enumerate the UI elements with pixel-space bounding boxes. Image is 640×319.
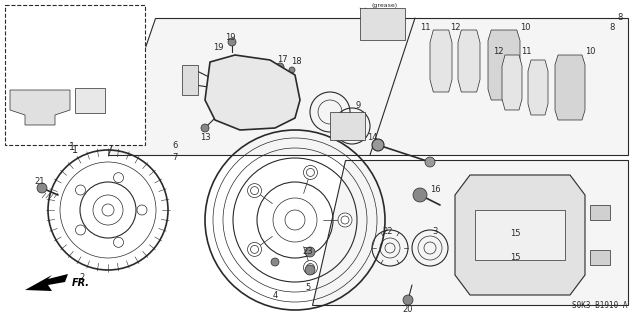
Polygon shape [590, 250, 610, 265]
Circle shape [413, 188, 427, 202]
Text: 11: 11 [420, 24, 430, 33]
Polygon shape [502, 55, 522, 110]
Text: 6: 6 [172, 140, 178, 150]
Circle shape [37, 183, 47, 193]
Text: 8: 8 [618, 13, 623, 23]
Text: 15: 15 [509, 253, 520, 262]
Circle shape [271, 258, 279, 266]
Polygon shape [488, 30, 520, 100]
Text: 14: 14 [367, 133, 377, 143]
Text: 4: 4 [273, 291, 278, 300]
Circle shape [303, 261, 317, 275]
Text: 12: 12 [493, 48, 503, 56]
Circle shape [425, 157, 435, 167]
Circle shape [79, 14, 91, 26]
Text: 1: 1 [69, 142, 75, 152]
Circle shape [372, 139, 384, 151]
Polygon shape [25, 274, 68, 291]
Text: 8: 8 [609, 24, 614, 33]
Text: S0K3-B1910 A: S0K3-B1910 A [573, 301, 628, 310]
Bar [182, 65, 198, 95]
Circle shape [76, 225, 86, 235]
Text: 15: 15 [509, 228, 520, 238]
Circle shape [77, 33, 87, 43]
Polygon shape [205, 55, 300, 130]
Circle shape [276, 63, 284, 71]
Text: 12: 12 [450, 24, 460, 33]
Text: 23: 23 [303, 248, 314, 256]
Text: 5: 5 [305, 284, 310, 293]
Text: 19: 19 [225, 33, 236, 42]
Text: 2: 2 [79, 272, 84, 281]
Polygon shape [108, 18, 628, 155]
Circle shape [289, 67, 295, 73]
Text: 16: 16 [429, 186, 440, 195]
Text: 11: 11 [521, 48, 531, 56]
Text: 10: 10 [585, 48, 595, 56]
Circle shape [305, 265, 315, 275]
Polygon shape [458, 30, 480, 92]
Polygon shape [528, 60, 548, 115]
Circle shape [61, 11, 79, 29]
Text: 19: 19 [212, 43, 223, 53]
Circle shape [248, 242, 262, 256]
Circle shape [13, 123, 27, 137]
Circle shape [35, 127, 45, 137]
Circle shape [303, 166, 317, 180]
Circle shape [338, 213, 352, 227]
Text: 3: 3 [432, 227, 438, 236]
Circle shape [403, 295, 413, 305]
Polygon shape [555, 55, 585, 120]
Polygon shape [312, 160, 628, 305]
Bar [330, 112, 365, 140]
Text: 20: 20 [403, 306, 413, 315]
Polygon shape [590, 205, 610, 220]
Circle shape [25, 33, 35, 43]
Text: 13: 13 [200, 133, 211, 143]
Circle shape [113, 237, 124, 247]
Circle shape [76, 185, 86, 195]
Text: 7: 7 [172, 153, 178, 162]
Circle shape [201, 124, 209, 132]
Text: 10: 10 [520, 24, 531, 33]
Polygon shape [455, 175, 585, 295]
Text: (grease): (grease) [372, 3, 398, 8]
Bar [5, 5, 145, 145]
Text: 9: 9 [355, 100, 360, 109]
Text: FR.: FR. [72, 278, 90, 288]
Circle shape [228, 38, 236, 46]
Circle shape [113, 173, 124, 183]
Bar [75, 88, 105, 113]
Polygon shape [475, 210, 565, 260]
Text: 22: 22 [383, 227, 393, 236]
Polygon shape [430, 30, 452, 92]
Bar [360, 8, 405, 40]
Polygon shape [10, 90, 70, 125]
Text: 17: 17 [276, 56, 287, 64]
Text: 1: 1 [72, 145, 78, 155]
Text: 21: 21 [35, 177, 45, 187]
Circle shape [248, 184, 262, 197]
Circle shape [137, 205, 147, 215]
Circle shape [305, 247, 315, 257]
Text: 18: 18 [291, 57, 301, 66]
